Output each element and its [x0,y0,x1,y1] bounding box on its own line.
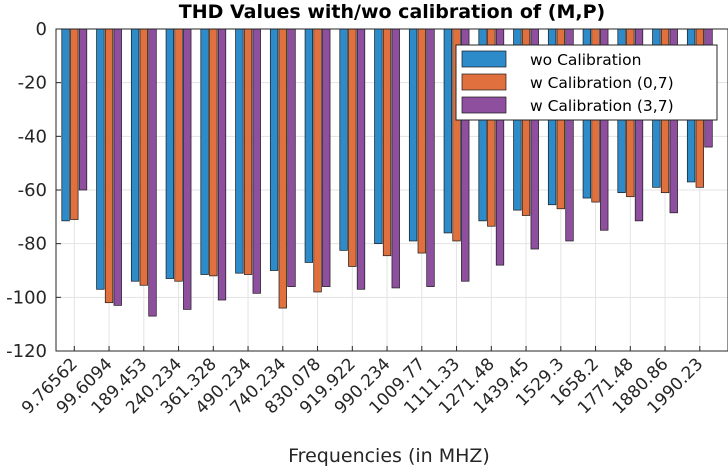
bar [165,28,175,279]
bar [356,28,366,290]
bar [322,28,331,287]
bar [96,28,105,290]
bar [339,28,348,251]
legend-label: w Calibration (3,7) [530,97,674,115]
y-tick-label: 0 [36,19,47,40]
bar [113,28,122,306]
y-tick-label: -100 [6,287,47,308]
bar [313,28,322,293]
bar [269,28,279,271]
bar [278,28,287,309]
bar [391,28,400,289]
bar [200,28,209,275]
bar [304,28,313,263]
bar [217,28,227,301]
x-axis-label: Frequencies (in MHZ) [288,445,490,467]
y-tick-label: -20 [18,73,47,94]
bar [78,28,88,191]
bar [183,28,192,310]
y-axis: 0 -20 -40 -60 -80 -100 -120 [6,19,61,362]
bar [443,28,452,234]
y-tick-label: -120 [6,341,47,362]
bar [235,28,244,274]
y-tick-label: -80 [18,234,47,255]
legend-label: wo Calibration [530,51,641,69]
bar [174,28,183,282]
y-tick-label: -60 [18,180,47,201]
legend-swatch [461,50,507,68]
x-axis: 9.7656299.6094189.453240.234361.328490.2… [18,346,707,418]
bar [382,28,392,257]
bar [70,28,79,220]
legend-label: w Calibration (0,7) [530,74,674,92]
bar [148,28,157,317]
bar [408,28,418,242]
legend-swatch [461,96,507,114]
y-tick-label: -40 [18,126,47,147]
legend: wo Calibration w Calibration (0,7) w Calib… [455,44,718,121]
bar [243,28,253,275]
bar [417,28,426,254]
bar [348,28,357,267]
bar [209,28,218,277]
bar [130,28,140,282]
chart-title: THD Values with/wo calibration of (M,P) [179,1,605,23]
bar [61,28,70,222]
legend-swatch [461,73,507,91]
bar [287,28,296,287]
bar [426,28,435,287]
bar [252,28,261,294]
bar [104,28,114,304]
bar [374,28,383,245]
bar [139,28,148,286]
